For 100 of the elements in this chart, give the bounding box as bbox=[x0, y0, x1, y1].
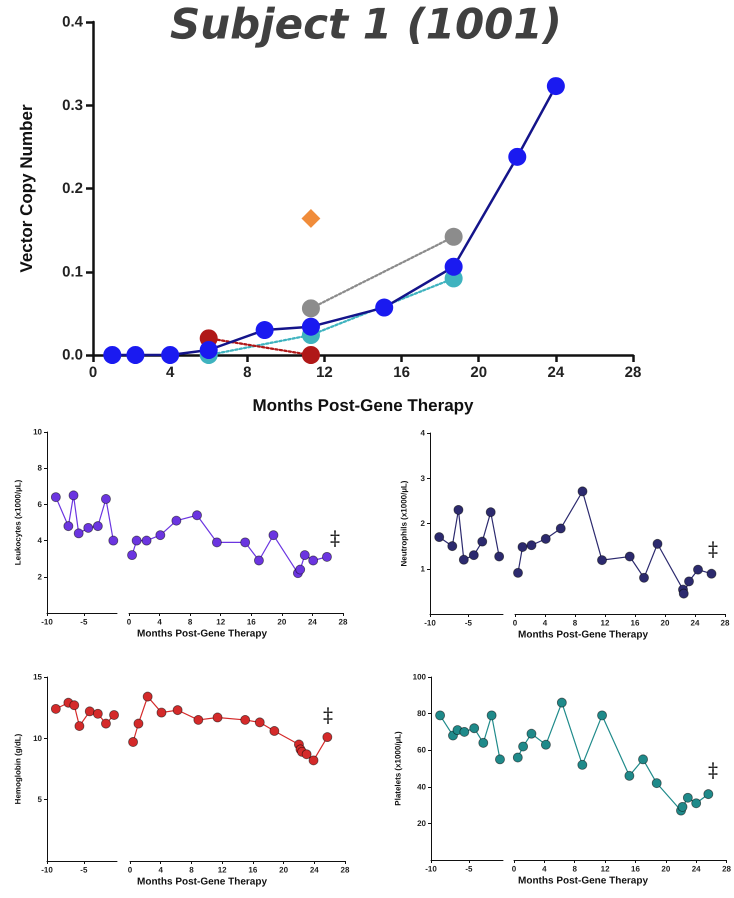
x-tick-label: 0 bbox=[126, 618, 132, 626]
x-tick-label: 16 bbox=[631, 864, 640, 874]
x-tick-label: -5 bbox=[465, 864, 473, 874]
point bbox=[101, 494, 111, 504]
point bbox=[142, 692, 153, 702]
point bbox=[74, 721, 84, 731]
y-axis-title: Vector Copy Number bbox=[17, 104, 36, 273]
point bbox=[435, 710, 445, 720]
y-tick-label: 5 bbox=[38, 795, 43, 804]
y-axis-title: Neutrophils (x1000/µL) bbox=[400, 480, 408, 566]
x-tick-label: 12 bbox=[216, 618, 226, 626]
point bbox=[92, 521, 103, 532]
y-tick-label: 4 bbox=[420, 428, 426, 438]
point bbox=[682, 792, 693, 803]
x-axis-title: Months Post-Gene Therapy bbox=[252, 396, 474, 415]
point bbox=[302, 299, 320, 318]
point bbox=[693, 564, 703, 575]
y-tick-label: 0.3 bbox=[62, 96, 83, 114]
x-tick-label: 20 bbox=[660, 618, 670, 628]
point bbox=[200, 341, 218, 359]
point bbox=[254, 556, 264, 566]
x-tick-label: 16 bbox=[393, 364, 410, 381]
x-tick-label: -10 bbox=[425, 864, 438, 874]
point bbox=[240, 538, 250, 548]
x-tick-label: 12 bbox=[600, 618, 610, 628]
annotation: ‡ bbox=[708, 758, 718, 782]
x-tick-label: -10 bbox=[424, 618, 436, 628]
point bbox=[63, 521, 74, 532]
x-tick-label: 8 bbox=[572, 618, 578, 628]
point bbox=[212, 538, 222, 548]
point bbox=[68, 490, 78, 500]
point bbox=[444, 228, 463, 246]
point bbox=[212, 712, 222, 722]
point bbox=[706, 568, 716, 579]
point bbox=[684, 576, 694, 586]
x-tick-label: 28 bbox=[624, 364, 642, 381]
point bbox=[458, 554, 469, 565]
x-tick-label: 24 bbox=[310, 866, 320, 874]
x-tick-label: 24 bbox=[308, 618, 318, 626]
x-tick-label: 12 bbox=[316, 364, 333, 381]
point bbox=[171, 516, 182, 526]
x-tick-label: 12 bbox=[600, 864, 610, 874]
point bbox=[134, 718, 144, 729]
point bbox=[322, 552, 332, 562]
point bbox=[703, 789, 714, 800]
x-tick-label: 16 bbox=[248, 866, 258, 874]
point bbox=[597, 555, 607, 566]
point bbox=[74, 528, 84, 538]
point bbox=[624, 770, 634, 781]
point bbox=[526, 728, 536, 739]
point bbox=[302, 346, 320, 364]
point bbox=[142, 536, 152, 546]
x-tick-label: 0 bbox=[88, 364, 98, 381]
point bbox=[83, 523, 94, 533]
point bbox=[478, 738, 488, 748]
point bbox=[127, 550, 137, 560]
x-tick-label: 0 bbox=[128, 866, 133, 874]
point bbox=[50, 704, 61, 714]
y-tick-label: 10 bbox=[33, 734, 43, 743]
point bbox=[577, 760, 588, 770]
x-tick-label: 20 bbox=[470, 364, 488, 381]
x-tick-label: 20 bbox=[279, 866, 289, 874]
point bbox=[256, 321, 274, 340]
y-axis-title: Leukocytes (x1000/µL) bbox=[14, 479, 23, 566]
point bbox=[268, 530, 278, 540]
x-tick-label: 4 bbox=[158, 866, 164, 874]
point bbox=[301, 209, 320, 228]
point bbox=[375, 298, 394, 317]
x-tick-label: 0 bbox=[512, 618, 518, 628]
y-tick-label: 100 bbox=[412, 672, 427, 682]
point bbox=[295, 564, 306, 574]
point bbox=[495, 754, 505, 764]
point bbox=[128, 737, 138, 747]
y-tick-label: 40 bbox=[417, 782, 427, 792]
y-tick-label: 10 bbox=[33, 428, 43, 436]
y-tick-label: 6 bbox=[38, 500, 43, 509]
point bbox=[518, 542, 528, 552]
point bbox=[308, 756, 318, 766]
x-tick-label: 28 bbox=[340, 866, 350, 874]
y-tick-label: 1 bbox=[420, 564, 426, 574]
point bbox=[597, 710, 607, 720]
x-tick-label: 20 bbox=[277, 618, 287, 626]
point bbox=[50, 492, 61, 502]
point bbox=[518, 742, 528, 752]
point bbox=[512, 752, 523, 762]
point bbox=[477, 536, 488, 546]
point bbox=[192, 510, 202, 520]
point bbox=[193, 715, 204, 725]
point bbox=[540, 534, 551, 544]
point bbox=[444, 258, 463, 276]
y-axis-title: Platelets (x1000/µL) bbox=[393, 730, 402, 806]
point bbox=[155, 530, 166, 540]
point bbox=[508, 148, 526, 166]
point bbox=[92, 708, 103, 719]
x-tick-label: -5 bbox=[464, 618, 473, 628]
point bbox=[578, 486, 588, 496]
point bbox=[240, 715, 250, 725]
point bbox=[302, 318, 320, 336]
point bbox=[132, 536, 142, 546]
x-tick-label: 8 bbox=[572, 864, 578, 874]
